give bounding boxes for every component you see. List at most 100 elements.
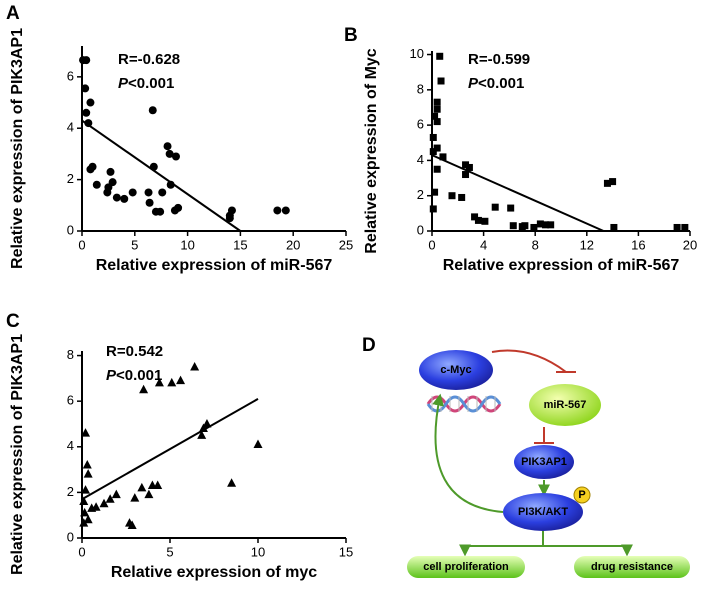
point bbox=[433, 98, 441, 106]
point bbox=[481, 217, 489, 225]
node-shape bbox=[419, 350, 493, 390]
point bbox=[82, 108, 91, 117]
point bbox=[130, 493, 140, 502]
annotation: P<0.001 bbox=[106, 367, 162, 384]
x-tick-label: 25 bbox=[339, 237, 353, 252]
node-label: miR-567 bbox=[544, 399, 587, 411]
point bbox=[431, 112, 439, 120]
node-shape bbox=[514, 445, 574, 479]
node-shape bbox=[574, 556, 690, 578]
point bbox=[227, 478, 237, 487]
point bbox=[92, 180, 101, 189]
y-tick-label: 4 bbox=[67, 120, 74, 135]
point bbox=[144, 188, 153, 197]
point bbox=[530, 223, 538, 231]
point bbox=[673, 223, 681, 231]
y-tick-label: 4 bbox=[67, 438, 74, 453]
point bbox=[603, 179, 611, 187]
point bbox=[433, 105, 441, 113]
x-tick-label: 5 bbox=[166, 544, 173, 559]
point bbox=[281, 206, 290, 215]
point bbox=[112, 193, 121, 202]
point bbox=[609, 178, 617, 186]
node-label: cell proliferation bbox=[423, 561, 509, 573]
y-tick-label: 6 bbox=[67, 393, 74, 408]
annotation-symbol: P bbox=[468, 75, 479, 92]
point bbox=[145, 198, 154, 207]
point bbox=[81, 428, 91, 437]
point bbox=[429, 133, 437, 141]
point bbox=[111, 489, 121, 499]
point bbox=[127, 520, 137, 529]
point bbox=[491, 203, 499, 211]
point bbox=[202, 418, 212, 428]
point bbox=[431, 188, 439, 196]
y-tick-label: 8 bbox=[417, 81, 424, 96]
point bbox=[465, 163, 473, 171]
point bbox=[433, 165, 441, 173]
point bbox=[81, 485, 91, 494]
annotation: R=0.542 bbox=[106, 343, 163, 360]
panel-label: A bbox=[6, 3, 20, 24]
point bbox=[128, 188, 137, 197]
scatter-chart: A 0 2 4 6 0 5 10 15 20 25 Relative expression of mi… bbox=[6, 3, 353, 274]
point bbox=[84, 119, 93, 128]
node-shape bbox=[503, 493, 583, 531]
fit-line bbox=[431, 154, 604, 232]
scatter-chart: C 0 2 4 6 8 0 5 10 15 Relative expression of myc Re… bbox=[6, 311, 353, 581]
x-tick-label: 10 bbox=[180, 237, 194, 252]
x-tick-label: 15 bbox=[339, 544, 353, 559]
annotation: R=-0.599 bbox=[468, 51, 530, 68]
point bbox=[103, 188, 112, 197]
point bbox=[436, 52, 444, 60]
point bbox=[253, 439, 263, 448]
inhibit-arrow bbox=[491, 349, 567, 373]
y-tick-label: 8 bbox=[67, 347, 74, 362]
point bbox=[462, 161, 470, 169]
point bbox=[429, 205, 437, 213]
x-tick-label: 12 bbox=[580, 237, 594, 252]
y-tick-label: 2 bbox=[67, 171, 74, 186]
point bbox=[462, 171, 470, 179]
point bbox=[507, 204, 515, 212]
point bbox=[106, 167, 115, 176]
node-shape bbox=[407, 556, 525, 578]
x-tick-label: 20 bbox=[683, 237, 697, 252]
point bbox=[163, 142, 172, 151]
point bbox=[433, 144, 441, 152]
point bbox=[171, 152, 180, 161]
point bbox=[91, 502, 101, 511]
annotation: R=-0.628 bbox=[118, 51, 180, 68]
x-tick-label: 8 bbox=[532, 237, 539, 252]
node-label: PI3K/AKT bbox=[518, 506, 568, 518]
x-tick-label: 0 bbox=[78, 237, 85, 252]
fit-line bbox=[81, 398, 259, 501]
point bbox=[439, 153, 447, 161]
point bbox=[82, 56, 91, 65]
point bbox=[83, 514, 93, 524]
y-tick-label: 6 bbox=[417, 117, 424, 132]
point bbox=[165, 149, 174, 158]
phospho-badge bbox=[573, 486, 591, 504]
point bbox=[83, 469, 93, 478]
annotation-symbol: P bbox=[118, 75, 129, 92]
x-axis-title: Relative expression of myc bbox=[111, 564, 317, 581]
point bbox=[474, 216, 482, 224]
point bbox=[509, 222, 517, 230]
node-label: drug resistance bbox=[591, 561, 673, 573]
annotation-symbol: P bbox=[106, 367, 117, 384]
point bbox=[139, 384, 149, 394]
point bbox=[433, 118, 441, 126]
x-tick-label: 0 bbox=[428, 237, 435, 252]
point bbox=[158, 188, 167, 197]
point bbox=[610, 223, 618, 231]
point bbox=[86, 98, 95, 107]
point bbox=[99, 498, 109, 508]
point bbox=[149, 162, 158, 171]
x-axis-title: Relative expression of miR-567 bbox=[443, 257, 680, 274]
point bbox=[198, 423, 208, 433]
point bbox=[80, 507, 90, 517]
y-axis-title: Relative expression of PIK3AP1 bbox=[9, 334, 26, 575]
